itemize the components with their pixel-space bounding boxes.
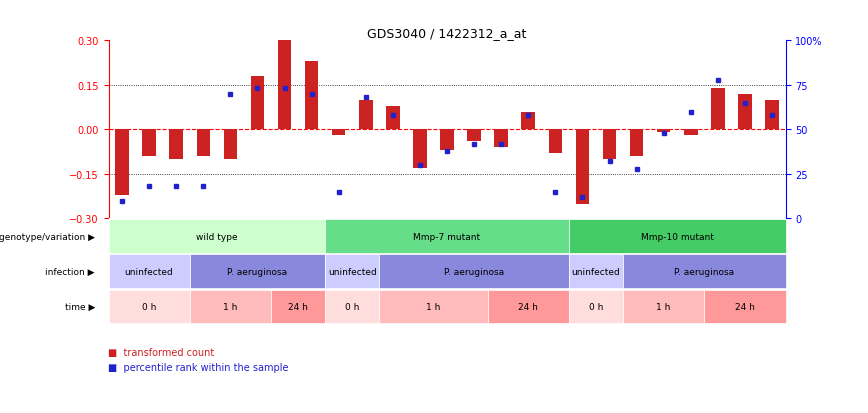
FancyBboxPatch shape bbox=[190, 255, 326, 288]
Bar bbox=[142, 130, 156, 157]
Text: 1 h: 1 h bbox=[223, 302, 238, 311]
Bar bbox=[602, 130, 616, 160]
FancyBboxPatch shape bbox=[108, 255, 190, 288]
Text: ■  percentile rank within the sample: ■ percentile rank within the sample bbox=[108, 362, 289, 372]
Text: P. aeruginosa: P. aeruginosa bbox=[674, 267, 734, 276]
Text: 1 h: 1 h bbox=[656, 302, 671, 311]
Bar bbox=[657, 130, 670, 133]
Text: P. aeruginosa: P. aeruginosa bbox=[227, 267, 287, 276]
Bar bbox=[467, 130, 481, 142]
Text: uninfected: uninfected bbox=[328, 267, 377, 276]
Bar bbox=[738, 95, 752, 130]
FancyBboxPatch shape bbox=[326, 255, 379, 288]
FancyBboxPatch shape bbox=[108, 290, 190, 323]
Bar bbox=[196, 130, 210, 157]
FancyBboxPatch shape bbox=[379, 255, 569, 288]
FancyBboxPatch shape bbox=[326, 220, 569, 253]
FancyBboxPatch shape bbox=[623, 255, 786, 288]
Text: time ▶: time ▶ bbox=[64, 302, 95, 311]
Text: wild type: wild type bbox=[196, 232, 238, 241]
FancyBboxPatch shape bbox=[108, 220, 326, 253]
FancyBboxPatch shape bbox=[569, 220, 786, 253]
Text: Mmp-7 mutant: Mmp-7 mutant bbox=[413, 232, 481, 241]
Bar bbox=[305, 62, 319, 130]
Title: GDS3040 / 1422312_a_at: GDS3040 / 1422312_a_at bbox=[367, 27, 527, 40]
Text: P. aeruginosa: P. aeruginosa bbox=[444, 267, 504, 276]
Text: uninfected: uninfected bbox=[125, 267, 174, 276]
Text: ■  transformed count: ■ transformed count bbox=[108, 347, 214, 357]
Bar bbox=[278, 41, 292, 130]
Text: 24 h: 24 h bbox=[518, 302, 538, 311]
Bar bbox=[169, 130, 183, 160]
FancyBboxPatch shape bbox=[569, 290, 623, 323]
Text: genotype/variation ▶: genotype/variation ▶ bbox=[0, 232, 95, 241]
Text: Mmp-10 mutant: Mmp-10 mutant bbox=[641, 232, 713, 241]
FancyBboxPatch shape bbox=[379, 290, 488, 323]
Bar bbox=[413, 130, 427, 169]
FancyBboxPatch shape bbox=[704, 290, 786, 323]
Bar bbox=[224, 130, 237, 160]
FancyBboxPatch shape bbox=[326, 290, 379, 323]
Text: 24 h: 24 h bbox=[735, 302, 755, 311]
Bar bbox=[359, 100, 372, 130]
FancyBboxPatch shape bbox=[623, 290, 704, 323]
FancyBboxPatch shape bbox=[190, 290, 271, 323]
Text: 1 h: 1 h bbox=[426, 302, 441, 311]
Bar bbox=[115, 130, 128, 195]
Bar bbox=[684, 130, 698, 136]
FancyBboxPatch shape bbox=[271, 290, 326, 323]
Bar bbox=[630, 130, 643, 157]
Bar bbox=[766, 100, 779, 130]
Text: uninfected: uninfected bbox=[572, 267, 621, 276]
Text: 24 h: 24 h bbox=[288, 302, 308, 311]
Bar bbox=[440, 130, 454, 151]
Bar bbox=[251, 77, 264, 130]
Bar bbox=[332, 130, 345, 136]
Text: 0 h: 0 h bbox=[345, 302, 359, 311]
FancyBboxPatch shape bbox=[569, 255, 623, 288]
Bar bbox=[386, 107, 399, 130]
Text: infection ▶: infection ▶ bbox=[45, 267, 95, 276]
FancyBboxPatch shape bbox=[488, 290, 569, 323]
Bar bbox=[495, 130, 508, 148]
Text: 0 h: 0 h bbox=[142, 302, 156, 311]
Bar bbox=[522, 112, 535, 130]
Text: 0 h: 0 h bbox=[589, 302, 603, 311]
Bar bbox=[549, 130, 562, 154]
Bar bbox=[711, 89, 725, 130]
Bar bbox=[575, 130, 589, 204]
